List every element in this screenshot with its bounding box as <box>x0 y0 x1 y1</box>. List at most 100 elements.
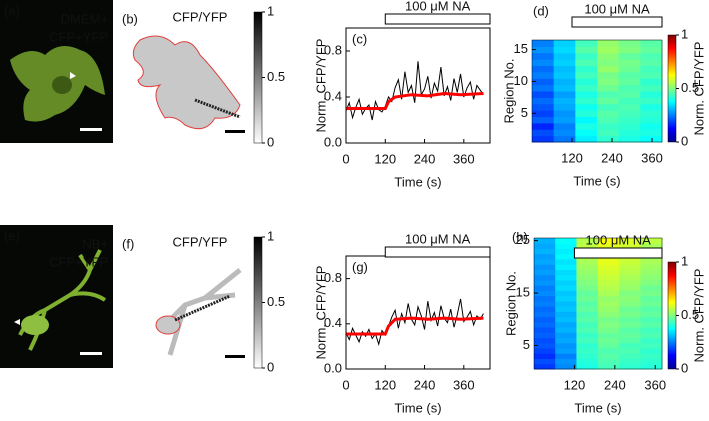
heatmap-cell <box>618 116 641 124</box>
heatmap-cell <box>534 248 556 255</box>
heatmap-cell <box>598 358 620 365</box>
treatment-bar <box>571 16 663 28</box>
colorbar <box>667 34 677 143</box>
heatmap-cell <box>555 248 577 255</box>
heatmap-cell <box>619 316 641 323</box>
heatmap-cell <box>619 342 641 349</box>
heatmap-cell <box>640 311 663 318</box>
heatmap-cell <box>619 321 641 328</box>
heatmap-cell <box>618 59 641 66</box>
heatmap-cell <box>532 71 555 79</box>
heatmap-cell <box>598 342 620 349</box>
heatmap-cell <box>619 290 641 297</box>
colorbar-tick-label: 1 <box>267 3 274 18</box>
heatmap-cell <box>576 332 599 339</box>
heatmap-cell <box>553 84 576 92</box>
heatmap-cell <box>619 274 641 281</box>
x-axis-label: Time (s) <box>573 173 620 188</box>
heatmap-cell <box>575 116 598 124</box>
heatmap-cell <box>598 348 620 354</box>
heatmap-cell <box>534 238 556 244</box>
heatmap-cell <box>640 269 663 276</box>
heatmap-cell <box>576 337 599 344</box>
heatmap-cell <box>553 78 576 86</box>
heatmap-cell <box>575 97 598 105</box>
x-axis-label: Time (s) <box>394 174 441 189</box>
heatmap-cell <box>597 84 620 92</box>
y-tick-label: 0.0 <box>324 134 342 149</box>
heatmap-cell <box>640 110 663 117</box>
x-tick-label: 360 <box>453 377 475 392</box>
heatmap-cell <box>640 348 663 354</box>
colorbar-tick-label: 0 <box>681 133 688 148</box>
heatmap-cell <box>532 84 555 92</box>
heatmap-cell <box>576 285 599 291</box>
heatmap-cell <box>534 337 556 344</box>
heatmap-cell <box>640 135 663 143</box>
colorbar-tick-label: 0 <box>267 134 274 149</box>
x-tick-label: 360 <box>644 377 666 392</box>
heatmap-cell <box>597 129 620 137</box>
heatmap-cell <box>576 264 599 270</box>
heatmap-cell <box>619 285 641 291</box>
y-tick-label: 0.8 <box>324 270 342 285</box>
y-tick-label: 10 <box>514 73 528 88</box>
heatmap-cell <box>576 306 599 312</box>
treatment-label: 100 μM NA <box>405 0 471 13</box>
colorbar-tick-label: 0.5 <box>681 80 699 95</box>
heatmap-cell <box>618 129 641 137</box>
heatmap-cell <box>532 97 555 105</box>
heatmap-cell <box>640 327 663 333</box>
heatmap-cell <box>555 238 577 244</box>
heatmap-cell <box>640 337 663 344</box>
heatmap-cell <box>598 332 620 339</box>
heatmap-cell <box>619 243 641 249</box>
heatmap-cell <box>576 269 599 276</box>
heatmap-cell <box>618 135 641 143</box>
heatmap-cell <box>532 91 555 98</box>
heatmap-cell <box>553 122 576 130</box>
heatmap-cell <box>640 358 663 365</box>
heatmap-cell <box>598 264 620 270</box>
colorbar-tick-label: 0 <box>267 359 274 374</box>
heatmap-cell <box>640 84 663 92</box>
heatmap-cell <box>598 274 620 281</box>
heatmap-cell <box>553 110 576 117</box>
heatmap-cell <box>532 103 555 111</box>
colorbar-tick-label: 0.5 <box>681 307 699 322</box>
heatmap-cell <box>640 285 663 291</box>
x-tick-label: 120 <box>561 150 583 165</box>
heatmap-cell <box>534 353 556 360</box>
heatmap-cell <box>553 65 576 73</box>
colorbar-label: Norm. CFP/YFP <box>691 269 706 363</box>
x-tick-label: 120 <box>374 151 396 166</box>
heatmap-cell <box>619 238 641 244</box>
heatmap-cell <box>619 258 641 265</box>
x-tick-label: 360 <box>641 150 663 165</box>
heatmap-cell <box>598 295 620 302</box>
treatment-bar <box>384 246 491 258</box>
plot-frame <box>533 237 663 370</box>
image-caption: CFP+YFP <box>49 29 108 44</box>
heatmap-cell <box>553 40 576 47</box>
treatment-label: 100 μM NA <box>405 231 471 246</box>
heatmap-cell <box>555 258 577 265</box>
heatmap-cell <box>640 363 663 370</box>
y-axis-label: Norm. CFP/YFP <box>313 39 328 133</box>
y-tick-label: 0.8 <box>324 42 342 57</box>
heatmap-cell <box>534 348 556 354</box>
heatmap-cell <box>555 295 577 302</box>
heatmap-cell <box>597 59 620 66</box>
heatmap-cell <box>618 84 641 92</box>
heatmap-cell <box>598 363 620 370</box>
heatmap-cell <box>598 279 620 286</box>
ratio-image-b <box>118 8 253 143</box>
heatmap-cell <box>555 353 577 360</box>
heatmap-cell <box>534 264 556 270</box>
heatmap-cell <box>553 59 576 66</box>
heatmap-cell <box>534 279 556 286</box>
heatmap-cell <box>598 311 620 318</box>
heatmap-cell <box>640 129 663 137</box>
heatmap-cell <box>640 65 663 73</box>
